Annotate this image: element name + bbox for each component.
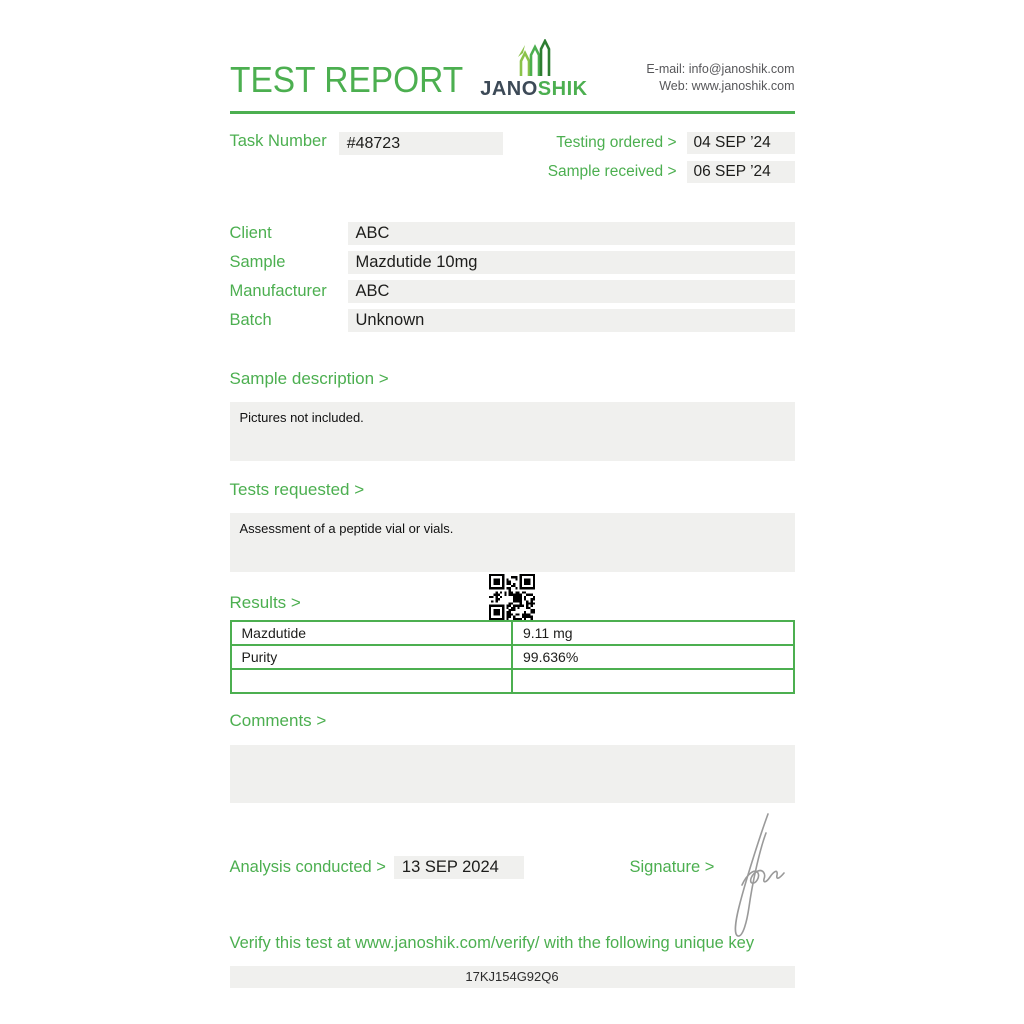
comments-heading: Comments > (229, 711, 327, 730)
field-row-client: Client ABC (230, 222, 795, 245)
web-line: Web: www.janoshik.com (659, 79, 795, 94)
qr-code (489, 574, 535, 620)
task-number-value: #48723 (338, 132, 503, 155)
testing-ordered-label: Testing ordered > (556, 134, 677, 151)
batch-label: Batch (229, 311, 272, 329)
growth-bars-icon (480, 39, 587, 77)
unique-key: 17KJ154G92Q6 (229, 966, 795, 988)
email-address: info@janoshik.com (688, 62, 795, 76)
signature-image (716, 811, 796, 941)
table-row: Mazdutide 9.11 mg (229, 620, 795, 646)
analysis-conducted-row: Analysis conducted > 13 SEP 2024 (230, 856, 795, 879)
result-value-cell (511, 668, 795, 694)
manufacturer-value: ABC (347, 280, 795, 303)
web-address: www.janoshik.com (691, 79, 795, 94)
signature-label: Signature > (629, 858, 715, 876)
sample-info-fields: Client ABC Sample Mazdutide 10mg Manufac… (230, 222, 795, 332)
sample-value: Mazdutide 10mg (347, 251, 795, 274)
tests-requested-box: Assessment of a peptide vial or vials. (229, 513, 795, 572)
field-row-batch: Batch Unknown (230, 309, 795, 332)
sample-received-label: Sample received > (547, 163, 677, 180)
page-title: TEST REPORT (229, 59, 463, 100)
table-row (229, 668, 795, 694)
results-heading: Results > (229, 593, 301, 612)
test-report-page: TEST REPORT JANOSHIK E-mail: info@janosh… (229, 0, 795, 988)
janoshik-logo: JANOSHIK (480, 39, 587, 101)
analysis-conducted-date: 13 SEP 2024 (393, 856, 524, 879)
field-row-sample: Sample Mazdutide 10mg (230, 251, 795, 274)
sample-received-date: 06 SEP ’24 (686, 161, 795, 183)
task-section: Task Number #48723 Testing ordered > 04 … (230, 132, 795, 183)
verify-instruction: Verify this test at www.janoshik.com/ver… (229, 934, 755, 952)
result-name-cell: Purity (229, 644, 513, 670)
results-zone: Results > (230, 572, 795, 620)
result-name-cell (229, 668, 513, 694)
results-table: Mazdutide 9.11 mg Purity 99.636% (229, 620, 795, 694)
testing-ordered-date: 04 SEP ’24 (686, 132, 795, 154)
result-value-cell: 99.636% (511, 644, 795, 670)
sample-label: Sample (229, 253, 286, 271)
analysis-conducted-label: Analysis conducted > (229, 858, 386, 876)
client-value: ABC (347, 222, 795, 245)
client-label: Client (229, 224, 272, 242)
tests-requested-heading: Tests requested > (229, 480, 365, 499)
testing-ordered-row: Testing ordered > 04 SEP ’24 (548, 132, 795, 154)
table-row: Purity 99.636% (229, 644, 795, 670)
report-footer: Analysis conducted > 13 SEP 2024 Signatu… (230, 813, 795, 937)
header-divider (229, 111, 795, 114)
result-name-cell: Mazdutide (229, 620, 513, 646)
logo-shik: SHIK (537, 78, 588, 100)
manufacturer-label: Manufacturer (229, 282, 327, 300)
field-row-manufacturer: Manufacturer ABC (230, 280, 795, 303)
comments-box (229, 745, 795, 803)
logo-wordmark: JANOSHIK (480, 78, 587, 101)
email-line: E-mail: info@janoshik.com (646, 62, 795, 76)
task-number-label: Task Number (229, 132, 327, 150)
logo-jano: JANO (480, 78, 538, 100)
report-header: TEST REPORT JANOSHIK E-mail: info@janosh… (230, 37, 795, 102)
sample-description-box: Pictures not included. (229, 402, 795, 461)
sample-received-row: Sample received > 06 SEP ’24 (548, 161, 795, 183)
result-value-cell: 9.11 mg (511, 620, 795, 646)
sample-description-heading: Sample description > (229, 369, 389, 388)
batch-value: Unknown (347, 309, 795, 332)
contact-info: E-mail: info@janoshik.com Web: www.janos… (588, 61, 795, 96)
